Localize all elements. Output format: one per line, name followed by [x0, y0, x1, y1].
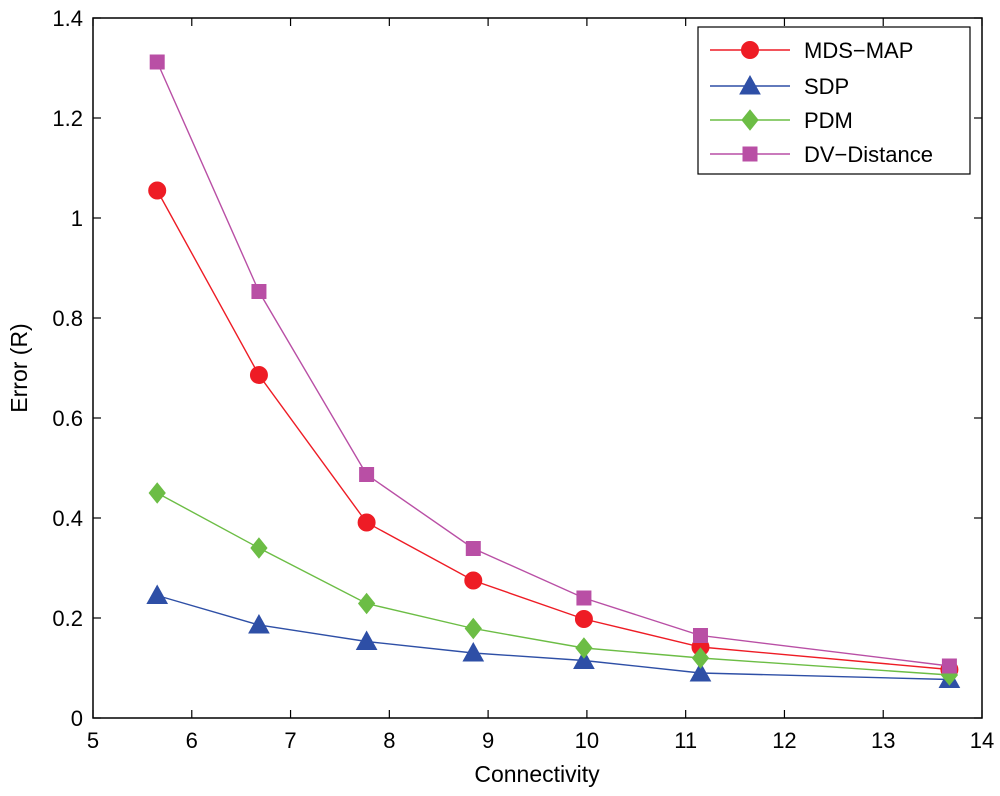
legend-label-diamond: PDM [804, 108, 853, 133]
legend-label-triangle: SDP [804, 74, 849, 99]
y-tick-label: 1.2 [52, 106, 83, 131]
x-tick-label: 6 [186, 728, 198, 753]
y-tick-label: 0.8 [52, 306, 83, 331]
data-point-triangle [689, 661, 712, 682]
y-axis-label: Error (R) [6, 323, 32, 412]
data-point-triangle [355, 630, 378, 650]
data-point-circle [249, 366, 268, 384]
series-square [149, 54, 957, 674]
data-point-triangle [573, 649, 595, 669]
x-tick-label: 7 [284, 728, 296, 753]
y-tick-label: 0.2 [52, 606, 83, 631]
data-point-circle [464, 571, 483, 590]
data-point-square [692, 628, 708, 643]
y-tick-label: 0 [71, 706, 83, 731]
x-tick-label: 14 [970, 728, 994, 753]
x-tick-label: 5 [87, 728, 99, 753]
data-point-square [251, 284, 267, 299]
axis-ticks: 5 6 7 8 9 10 11 12 13 14 0 0.2 0.4 0.6 0.8 1 1.2 1.4 [52, 6, 994, 753]
data-point-diamond [464, 617, 482, 640]
legend-label-circle: MDS−MAP [804, 38, 913, 63]
x-tick-label: 10 [575, 728, 599, 753]
legend-marker-diamond [741, 109, 759, 131]
x-tick-label: 13 [871, 728, 895, 753]
data-point-square [465, 541, 481, 556]
y-tick-label: 0.6 [52, 406, 83, 431]
data-point-square [941, 658, 957, 674]
y-tick-label: 1.4 [52, 6, 83, 31]
data-point-triangle [146, 584, 169, 604]
data-point-diamond [250, 537, 268, 559]
series-lines [146, 54, 961, 688]
data-point-square [359, 467, 375, 482]
x-tick-label: 12 [772, 728, 796, 753]
legend-label-square: DV−Distance [804, 142, 933, 167]
data-point-diamond [575, 637, 593, 659]
data-point-circle [357, 513, 376, 532]
y-tick-label: 1 [71, 206, 83, 231]
x-axis-label: Connectivity [474, 761, 600, 787]
data-point-circle [574, 610, 593, 628]
data-point-circle [148, 181, 167, 200]
data-point-square [149, 54, 165, 70]
x-tick-label: 11 [674, 728, 697, 753]
legend-marker-square [742, 146, 758, 162]
x-tick-label: 9 [482, 728, 494, 753]
legend: MDS−MAP SDP PDM DV−Distance [697, 26, 971, 175]
y-tick-label: 0.4 [52, 506, 83, 531]
data-point-square [576, 590, 592, 606]
data-point-triangle [462, 641, 485, 662]
series-triangle [146, 584, 961, 688]
data-point-triangle [248, 613, 270, 634]
legend-marker-circle [741, 41, 759, 59]
x-tick-label: 8 [383, 728, 395, 753]
data-point-diamond [148, 482, 166, 504]
data-point-diamond [357, 592, 376, 615]
legend-marker-triangle [739, 74, 761, 95]
data-point-diamond [691, 647, 710, 669]
